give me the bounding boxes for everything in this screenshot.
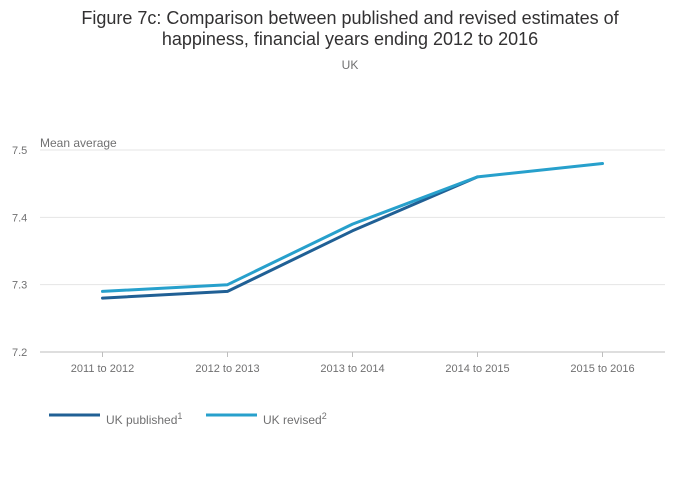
- chart-subtitle: UK: [342, 58, 359, 72]
- legend-superscript: 2: [322, 411, 327, 421]
- legend-superscript: 1: [177, 411, 182, 421]
- y-tick-label: 7.4: [12, 212, 27, 224]
- legend: UK published1 UK revised2: [49, 411, 327, 427]
- legend-item-uk-revised[interactable]: UK revised2: [206, 411, 327, 427]
- legend-item-uk-published[interactable]: UK published1: [49, 411, 182, 427]
- y-tick-labels: 7.2 7.3 7.4 7.5: [12, 145, 27, 359]
- y-tick-label: 7.5: [12, 145, 27, 157]
- x-tick-label: 2015 to 2016: [570, 363, 634, 375]
- x-tick-label: 2012 to 2013: [195, 363, 259, 375]
- gridlines: [40, 149, 665, 353]
- x-tick-label: 2014 to 2015: [445, 363, 509, 375]
- series-lines: [101, 162, 604, 300]
- series-line-uk-revised: [101, 162, 604, 293]
- series-line-uk-published: [101, 175, 479, 300]
- x-tick-label: 2011 to 2012: [71, 363, 134, 375]
- legend-label: UK revised2: [263, 411, 327, 427]
- chart-title-line-2: happiness, financial years ending 2012 t…: [162, 29, 538, 49]
- y-tick-label: 7.2: [12, 347, 27, 359]
- chart-title-line-1: Figure 7c: Comparison between published …: [81, 8, 619, 28]
- y-axis-label: Mean average: [40, 136, 117, 150]
- y-tick-label: 7.3: [12, 280, 27, 292]
- legend-label: UK published1: [106, 411, 182, 427]
- x-tick-label: 2013 to 2014: [320, 363, 384, 375]
- x-tick-labels: 2011 to 2012 2012 to 2013 2013 to 2014 2014…: [71, 352, 635, 375]
